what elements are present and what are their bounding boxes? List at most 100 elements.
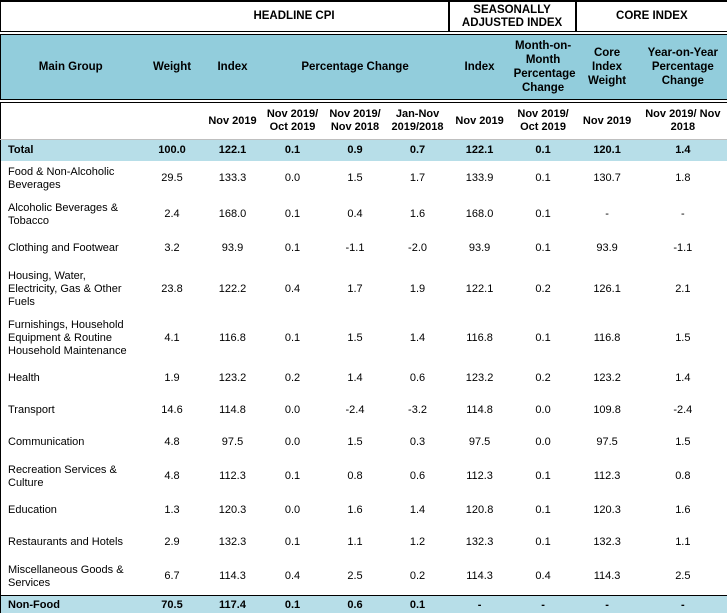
value-cell: 1.4 [675, 372, 691, 384]
value-cell: 117.4 [203, 594, 262, 613]
value-cell: 0.1 [284, 470, 301, 482]
column-header-yoy-change: Year-on-Year Percentage Change [638, 33, 727, 103]
value-cell: 0.3 [409, 436, 426, 448]
value-cell: 0.1 [261, 139, 324, 161]
column-header-sa-index: Index [448, 33, 511, 103]
value-cell: 0.1 [535, 536, 551, 548]
value-cell: 0.2 [409, 570, 426, 582]
value-cell: 1.5 [675, 436, 691, 448]
value-cell: 122.1 [448, 139, 511, 161]
period-header: Nov 2019/ Oct 2019 [510, 101, 576, 140]
table-row: Education 1.3 120.3 0.0 1.6 1.4 120.8 0.1 120.3 1… [1, 495, 727, 527]
value-cell: - [605, 208, 609, 220]
value-cell: 1.5 [347, 331, 363, 344]
value-cell: 1.6 [675, 504, 691, 516]
value-cell: 133.9 [465, 172, 494, 184]
table-row: Food & Non-Alcoholic Beverages 29.5 133.3 0… [1, 161, 727, 197]
value-cell: 93.9 [468, 242, 491, 254]
value-cell: 23.8 [161, 282, 183, 295]
value-cell: 116.8 [593, 331, 621, 344]
value-cell: 0.1 [535, 470, 551, 482]
period-header-row: Nov 2019 Nov 2019/ Oct 2019 Nov 2019/ No… [0, 101, 727, 140]
value-cell: 29.5 [161, 172, 183, 184]
section-header-seasonally-adjusted: SEASONALLY ADJUSTED INDEX [447, 1, 576, 35]
value-cell: 0.1 [535, 242, 551, 254]
value-cell: 114.3 [593, 570, 621, 582]
row-label: Housing, Water, Electricity, Gas & Other… [8, 269, 122, 308]
value-cell: 4.8 [164, 470, 180, 482]
column-header-percentage-change: Percentage Change [261, 33, 449, 103]
row-label: Clothing and Footwear [8, 242, 119, 254]
value-cell: 0.2 [535, 282, 551, 295]
value-cell: 14.6 [161, 404, 183, 416]
value-cell: 1.5 [675, 331, 691, 344]
value-cell: 0.4 [535, 570, 551, 582]
value-cell: 120.3 [593, 504, 621, 516]
value-cell: 132.3 [593, 536, 621, 548]
value-cell: 0.1 [535, 208, 551, 220]
value-cell: - [638, 594, 727, 613]
value-cell: 100.0 [140, 139, 204, 161]
section-header-row: HEADLINE CPI SEASONALLY ADJUSTED INDEX C… [0, 1, 727, 35]
value-cell: 0.6 [409, 372, 426, 384]
table-row: Housing, Water, Electricity, Gas & Other… [1, 265, 727, 314]
value-cell: - [510, 594, 576, 613]
value-cell: -1.1 [345, 242, 365, 254]
value-cell: 0.2 [284, 372, 301, 384]
value-cell: 4.1 [164, 331, 180, 344]
value-cell: 1.1 [675, 536, 691, 548]
value-cell: 0.1 [284, 242, 301, 254]
value-cell: - [575, 594, 639, 613]
column-header-index: Index [203, 33, 262, 103]
row-label: Furnishings, Household Equipment & Routi… [8, 318, 127, 357]
column-header-row: Main Group Weight Index Percentage Chang… [0, 33, 727, 103]
row-label: Recreation Services & Culture [8, 463, 117, 489]
value-cell: 1.6 [347, 504, 363, 516]
value-cell: 0.4 [284, 282, 301, 295]
value-cell: 0.0 [284, 504, 301, 516]
value-cell: 97.5 [221, 436, 244, 448]
value-cell: 2.9 [164, 536, 180, 548]
period-header: Nov 2019 [448, 101, 511, 140]
table-row: Health 1.9 123.2 0.2 1.4 0.6 123.2 0.2 123.2 1.4 [1, 363, 727, 395]
value-cell: 133.3 [218, 172, 247, 184]
value-cell: 70.5 [140, 594, 204, 613]
value-cell: 0.6 [323, 594, 387, 613]
row-label: Total [0, 139, 141, 161]
value-cell: 1.9 [409, 282, 426, 295]
value-cell: 0.4 [284, 570, 301, 582]
row-label: Restaurants and Hotels [8, 536, 123, 548]
period-header: Nov 2019/ Nov 2018 [323, 101, 387, 140]
value-cell: -1.1 [673, 242, 693, 254]
value-cell: 1.6 [409, 208, 426, 220]
value-cell: 0.0 [535, 436, 551, 448]
value-cell: 0.0 [284, 436, 301, 448]
value-cell: 1.9 [164, 372, 180, 384]
value-cell: 132.3 [218, 536, 247, 548]
column-header-main-group: Main Group [0, 33, 141, 103]
value-cell: 6.7 [164, 570, 180, 582]
value-cell: 130.7 [593, 172, 621, 184]
value-cell: 168.0 [218, 208, 247, 220]
value-cell: 0.6 [409, 470, 426, 482]
value-cell: 0.8 [675, 470, 691, 482]
value-cell: 1.7 [347, 282, 363, 295]
section-header-headline-cpi: HEADLINE CPI [140, 1, 449, 35]
value-cell: 114.3 [219, 570, 246, 582]
value-cell: 112.3 [219, 470, 246, 482]
value-cell: 0.0 [284, 404, 301, 416]
value-cell: 1.4 [409, 331, 426, 344]
value-cell: 120.3 [218, 504, 247, 516]
value-cell: 2.5 [675, 570, 691, 582]
period-header: Nov 2019 [575, 101, 639, 140]
value-cell: 0.4 [347, 208, 363, 220]
table-row: Miscellaneous Goods & Services 6.7 114.3 0.… [1, 559, 727, 596]
value-cell: 1.5 [347, 172, 363, 184]
period-header: Nov 2019 [203, 101, 262, 140]
value-cell: 93.9 [221, 242, 244, 254]
row-label: Education [8, 504, 57, 516]
value-cell: 0.9 [323, 139, 387, 161]
value-cell: - [448, 594, 511, 613]
table-row: Total 100.0 122.1 0.1 0.9 0.7 122.1 0.1 120.1 1.4 [0, 139, 727, 161]
